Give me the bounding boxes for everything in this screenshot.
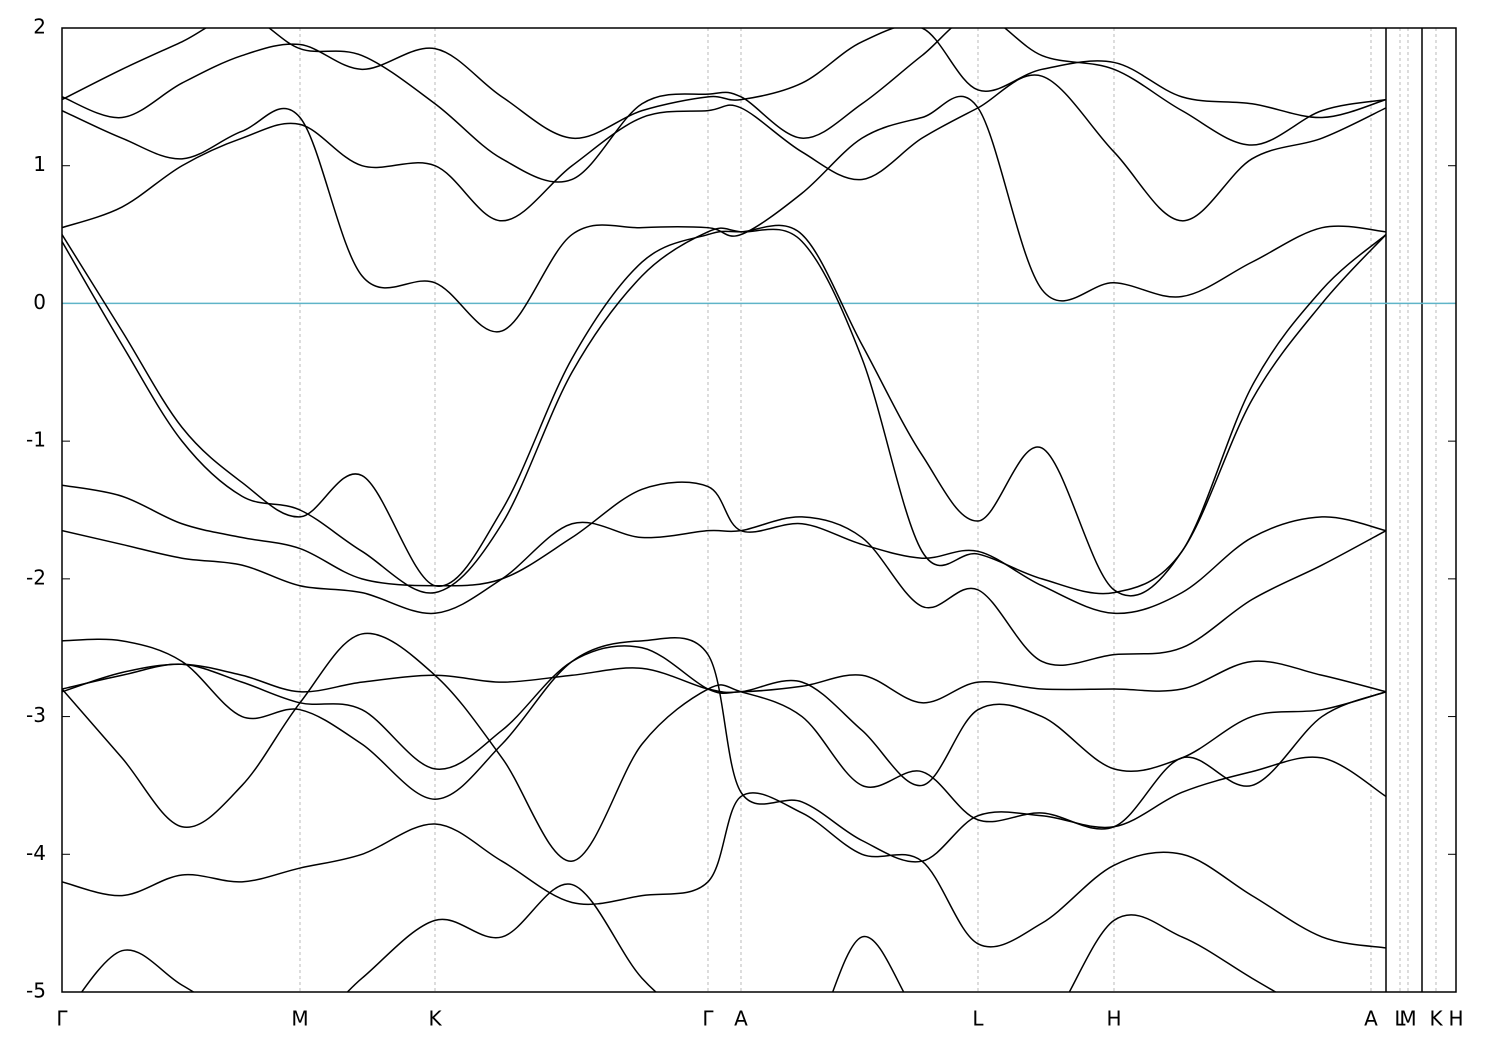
x-tick-label: L (1394, 1007, 1406, 1031)
y-tick-label: -2 (26, 565, 46, 589)
x-tick-label: M (291, 1007, 308, 1031)
x-tick-label: K (428, 1007, 442, 1031)
band-line (62, 95, 1387, 333)
plot-frame (61, 27, 1457, 993)
x-tick-label: H (1106, 1007, 1121, 1031)
band-line (62, 792, 1387, 949)
x-tick-label: L (972, 1007, 984, 1031)
band-line (62, 74, 1387, 229)
band-line (62, 637, 1387, 863)
x-tick-label: K (1429, 1007, 1443, 1031)
band-line (62, 516, 1387, 666)
x-tick-label: H (1448, 1007, 1463, 1031)
y-tick-label: 0 (33, 290, 46, 314)
band-line (62, 28, 1387, 139)
y-tick-label: -1 (26, 428, 46, 452)
band-line (62, 481, 1387, 615)
band-line (62, 227, 1387, 595)
x-tick-label: M (1399, 1007, 1416, 1031)
x-tick-label: A (1364, 1007, 1378, 1031)
y-tick-label: -4 (26, 841, 46, 865)
x-tick-label: A (734, 1007, 748, 1031)
y-tick-label: 1 (33, 152, 46, 176)
x-tick-label: Γ (702, 1007, 714, 1031)
band-line (62, 28, 1387, 183)
x-tick-label: Γ (56, 1007, 68, 1031)
band-line (62, 632, 1387, 862)
band-line (80, 883, 1278, 992)
y-tick-label: 2 (33, 15, 46, 39)
y-tick-label: -3 (26, 703, 46, 727)
y-tick-label: -5 (26, 979, 46, 1003)
